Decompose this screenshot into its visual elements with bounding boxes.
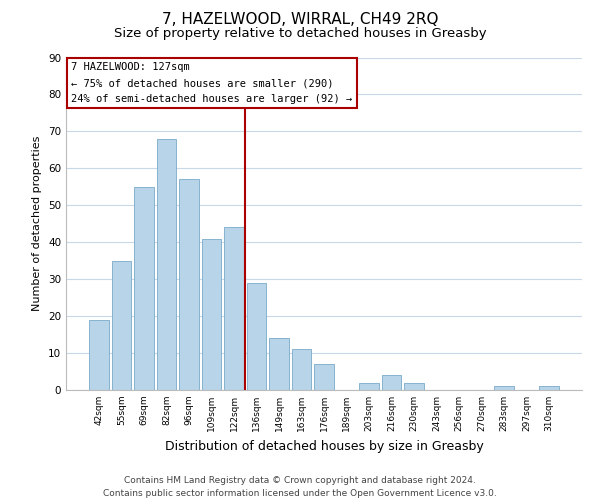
Bar <box>292 350 311 390</box>
Bar <box>89 320 109 390</box>
Text: Contains HM Land Registry data © Crown copyright and database right 2024.
Contai: Contains HM Land Registry data © Crown c… <box>103 476 497 498</box>
Bar <box>134 187 154 390</box>
Bar <box>539 386 559 390</box>
Y-axis label: Number of detached properties: Number of detached properties <box>32 136 43 312</box>
Bar <box>382 375 401 390</box>
Bar <box>314 364 334 390</box>
Bar <box>247 283 266 390</box>
X-axis label: Distribution of detached houses by size in Greasby: Distribution of detached houses by size … <box>164 440 484 452</box>
Text: 7, HAZELWOOD, WIRRAL, CH49 2RQ: 7, HAZELWOOD, WIRRAL, CH49 2RQ <box>162 12 438 28</box>
Bar <box>269 338 289 390</box>
Text: Size of property relative to detached houses in Greasby: Size of property relative to detached ho… <box>113 28 487 40</box>
Bar <box>202 238 221 390</box>
Bar <box>224 228 244 390</box>
Bar <box>494 386 514 390</box>
Text: 7 HAZELWOOD: 127sqm
← 75% of detached houses are smaller (290)
24% of semi-detac: 7 HAZELWOOD: 127sqm ← 75% of detached ho… <box>71 62 352 104</box>
Bar <box>179 180 199 390</box>
Bar <box>112 260 131 390</box>
Bar <box>157 139 176 390</box>
Bar <box>359 382 379 390</box>
Bar <box>404 382 424 390</box>
